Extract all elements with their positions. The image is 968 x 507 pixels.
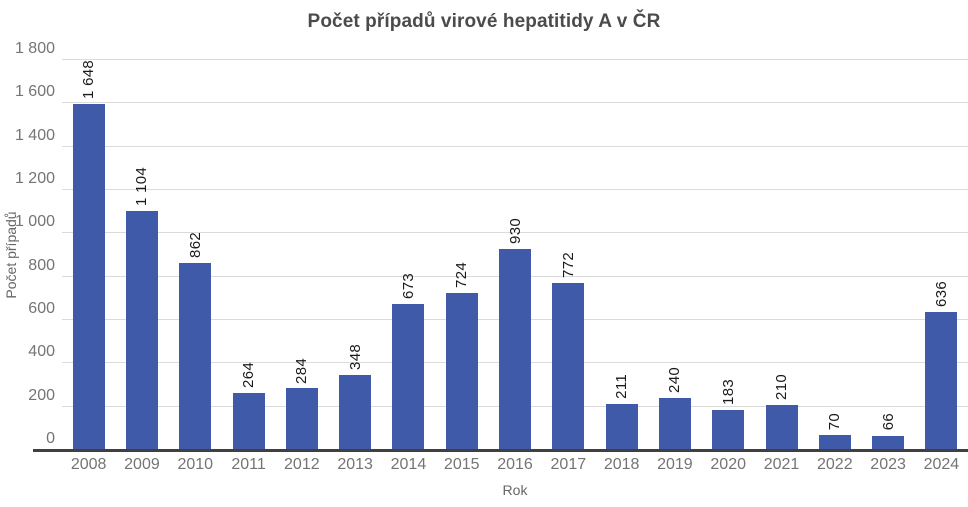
plot-area: 1 648 1 104 862 264 284 348 673 724 930 772 211 240…	[62, 59, 968, 450]
bar	[125, 210, 158, 450]
bar-column: 348	[328, 60, 381, 450]
x-tick-label: 2013	[337, 456, 373, 473]
bar	[72, 104, 105, 450]
bar	[339, 374, 372, 450]
bar-column: 284	[275, 60, 328, 450]
bar	[179, 263, 212, 450]
bar-column: 66	[861, 60, 914, 450]
gridline	[62, 145, 968, 147]
x-tick-label: 2015	[443, 456, 480, 473]
bar-column: 211	[595, 60, 648, 450]
bar-value-label: 862	[186, 232, 204, 259]
x-tick-label: 2017	[550, 456, 587, 473]
bar-column: 724	[435, 60, 488, 450]
gridline	[62, 59, 968, 60]
y-tick-label: 600	[28, 300, 55, 317]
y-axis-tick-labels: 0 200 400 600 800 1 000 1 200 1 400 1 600 1 800	[0, 0, 55, 507]
bar	[499, 248, 532, 450]
x-tick-label: 2019	[657, 456, 693, 473]
y-tick-label: 1 600	[14, 83, 55, 101]
x-tick-label: 2014	[390, 456, 427, 473]
y-tick-label: 400	[28, 343, 55, 361]
x-tick-label: 2020	[710, 456, 746, 473]
bar-column: 70	[808, 60, 861, 450]
y-tick-label: 1 800	[14, 40, 55, 57]
gridline	[62, 189, 968, 190]
gridline	[62, 102, 968, 104]
bar-value-label: 673	[399, 273, 417, 300]
bar-series: 1 648 1 104 862 264 284 348 673 724 930 772 211 240…	[62, 60, 968, 450]
gridline	[62, 232, 968, 234]
y-tick-label: 1 200	[14, 170, 55, 187]
bar-value-label: 211	[613, 374, 631, 400]
bar-value-label: 930	[506, 217, 524, 244]
bar-column: 636	[915, 60, 968, 450]
x-tick-label: 2016	[497, 456, 533, 473]
bar	[232, 392, 265, 450]
bar-value-label: 1 104	[133, 166, 151, 206]
bar	[445, 293, 478, 450]
x-tick-label: 2023	[870, 456, 906, 473]
bar-value-label: 284	[293, 357, 311, 384]
bar-value-label: 348	[346, 343, 364, 370]
bar	[765, 404, 798, 450]
bar-column: 183	[702, 60, 755, 450]
y-tick-label: 200	[28, 386, 55, 404]
x-axis-title: Rok	[502, 482, 528, 498]
x-tick-label: 2018	[603, 456, 640, 473]
bar-value-label: 183	[719, 379, 737, 406]
x-axis-tick-labels: 2008 2009 2010 2011 2012 2013 2014 2015 2016 2017…	[62, 456, 968, 474]
bar-column: 1 104	[115, 60, 168, 450]
bar-column: 930	[488, 60, 541, 450]
x-tick-label: 2009	[124, 456, 160, 473]
bar-value-label: 724	[453, 262, 471, 289]
x-tick-label: 2021	[763, 456, 800, 473]
bar-value-label: 636	[932, 281, 950, 308]
bar-value-label: 66	[879, 413, 897, 431]
bar	[712, 410, 745, 450]
y-tick-label: 1 400	[14, 126, 55, 144]
bar	[392, 304, 425, 450]
bar-value-label: 264	[240, 361, 258, 388]
x-tick-label: 2008	[70, 456, 107, 473]
x-tick-label: 2024	[923, 456, 960, 473]
x-axis-line	[33, 449, 968, 452]
bar	[285, 388, 318, 450]
bar-value-label: 772	[559, 251, 577, 278]
bar-column: 240	[648, 60, 701, 450]
bar-column: 673	[382, 60, 435, 450]
y-tick-label: 1 000	[14, 213, 55, 231]
bar	[872, 435, 905, 450]
bar-value-label: 240	[666, 367, 684, 393]
bar	[925, 312, 958, 450]
x-tick-label: 2011	[231, 456, 266, 473]
bar	[605, 404, 638, 450]
y-tick-label: 800	[28, 256, 55, 274]
x-tick-label: 2022	[817, 456, 853, 473]
y-tick-label: 0	[46, 430, 55, 447]
bar-column: 210	[755, 60, 808, 450]
x-tick-label: 2012	[284, 456, 320, 473]
x-tick-label: 2010	[177, 456, 214, 473]
bar-column: 264	[222, 60, 275, 450]
chart-title: Počet případů virové hepatitidy A v ČR	[307, 11, 661, 32]
bar	[818, 434, 851, 450]
bar	[658, 398, 691, 450]
bar-column: 862	[169, 60, 222, 450]
bar-column: 1 648	[62, 60, 115, 450]
bar	[552, 282, 585, 450]
bar-value-label: 70	[826, 412, 844, 430]
bar-value-label: 210	[773, 373, 790, 400]
bar-column: 772	[542, 60, 595, 450]
bar-value-label: 1 648	[80, 60, 98, 100]
